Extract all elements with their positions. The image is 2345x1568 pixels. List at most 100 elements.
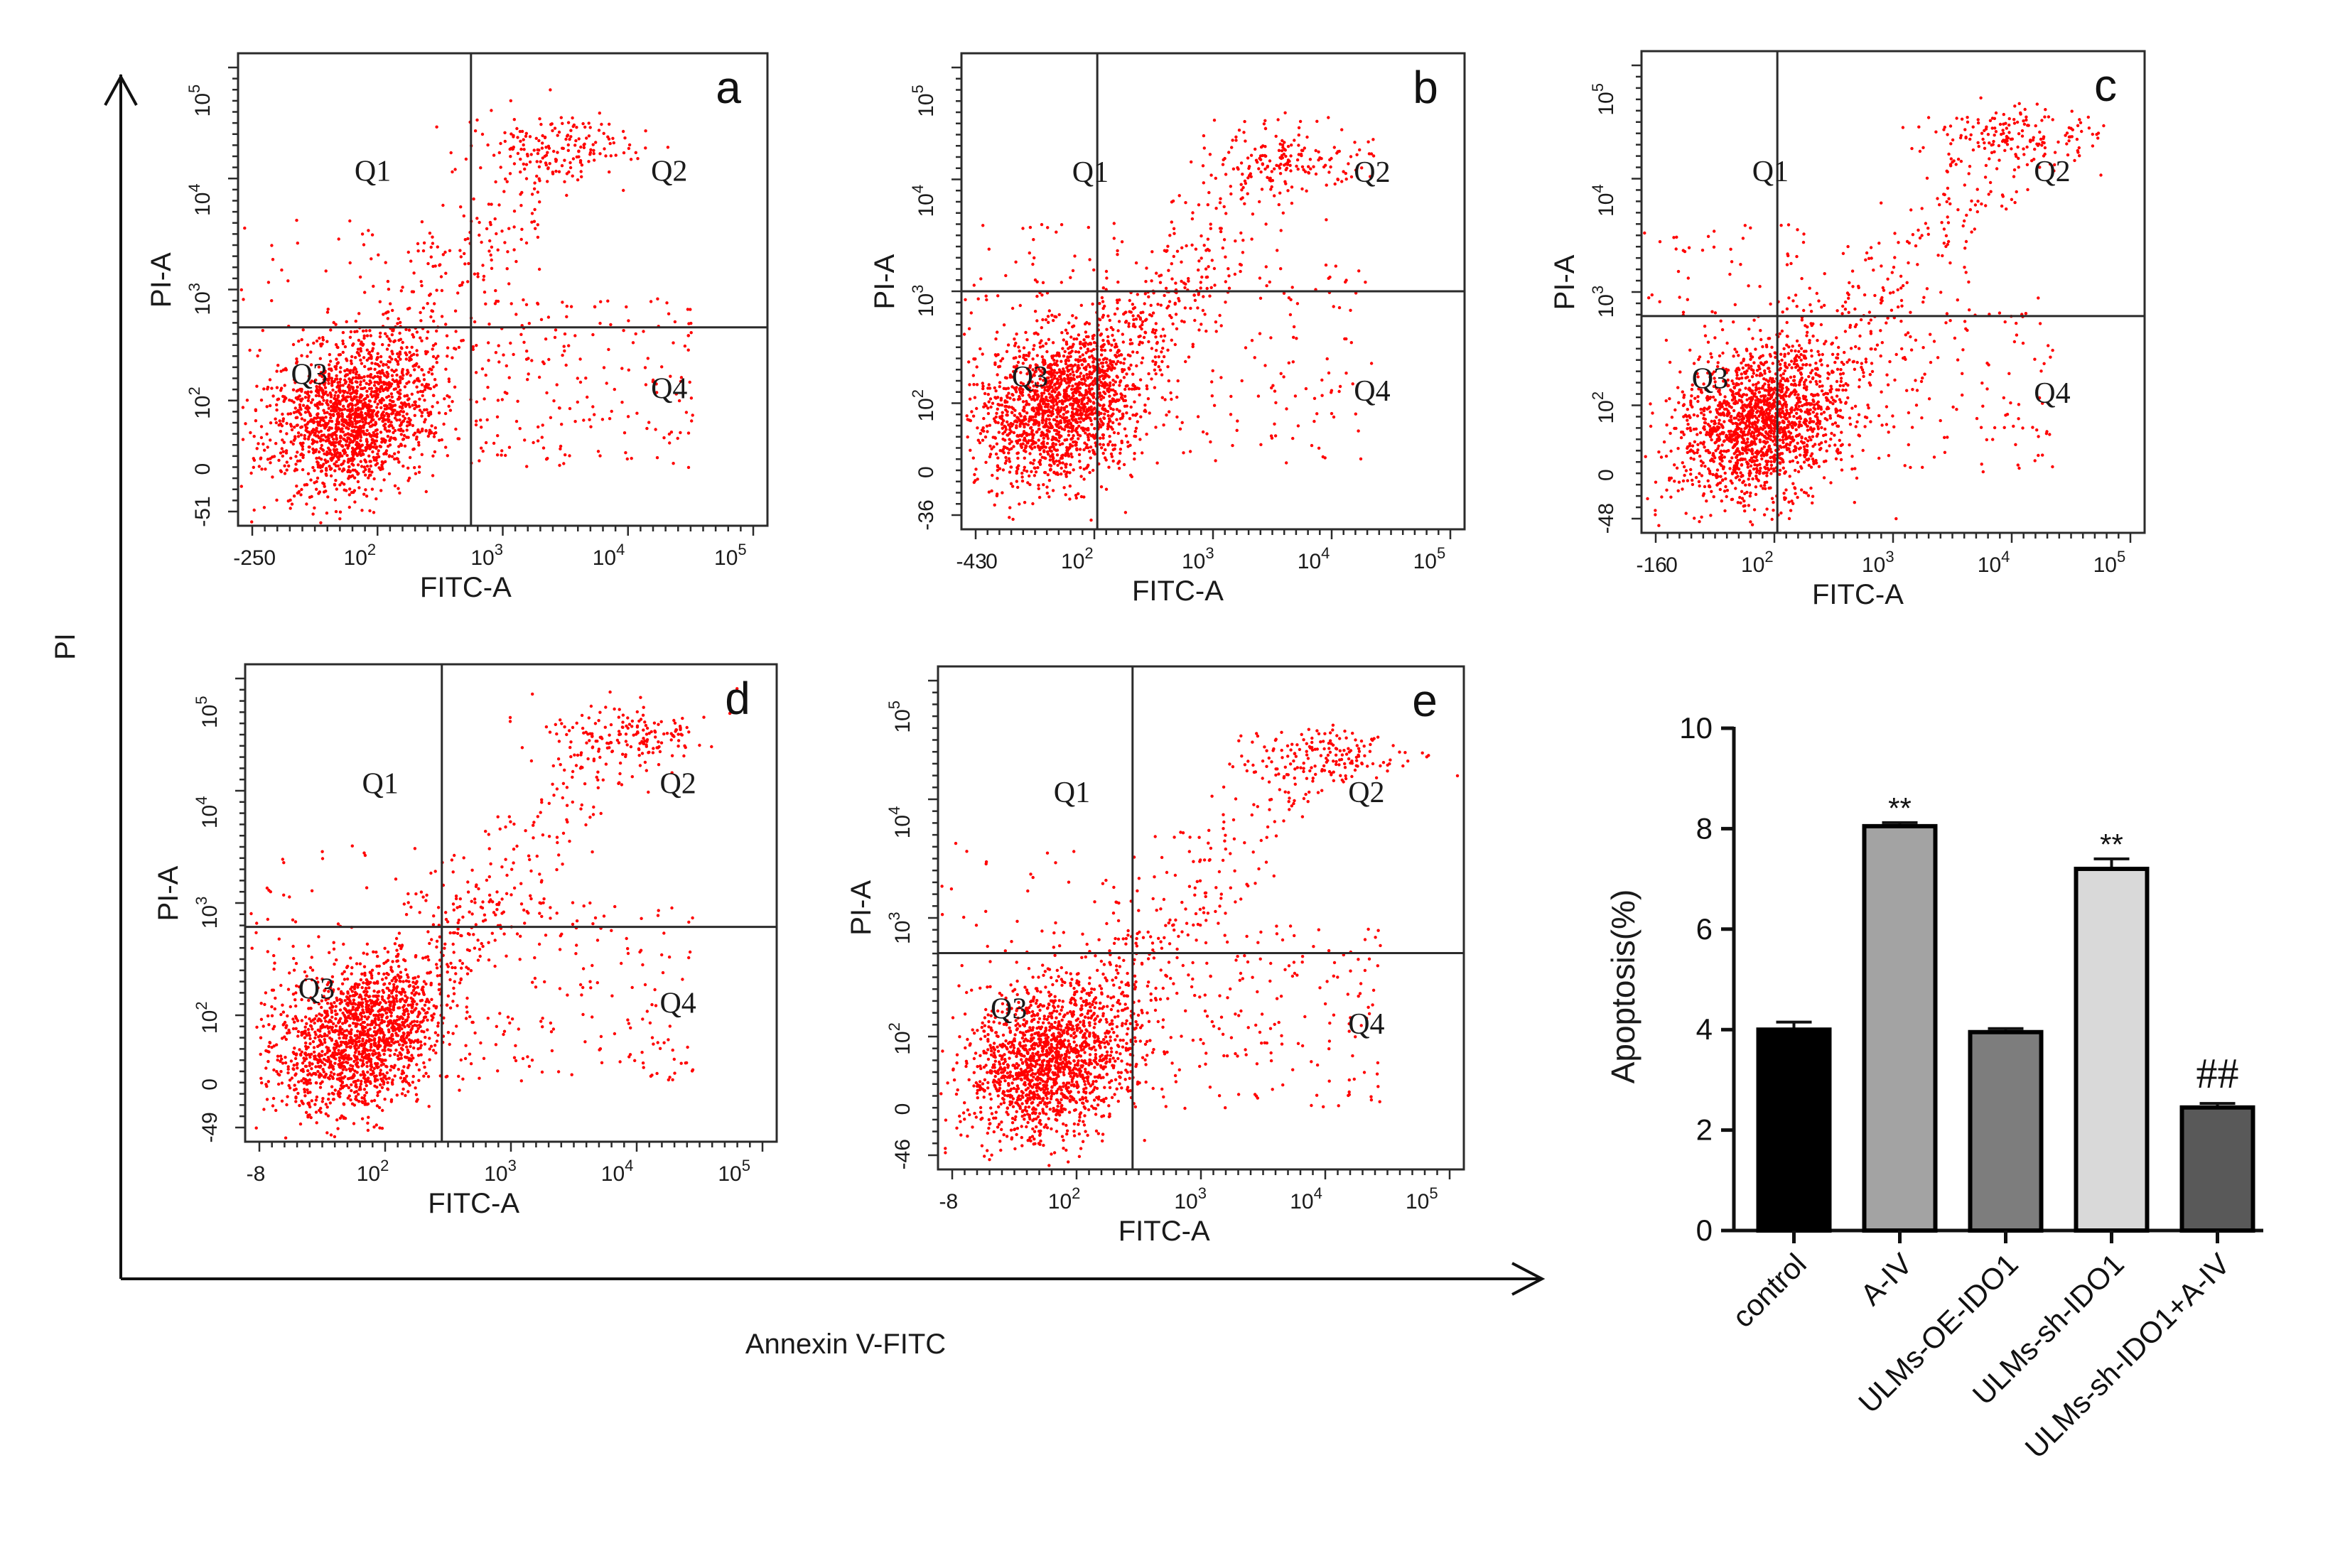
scatter-point [1012, 431, 1016, 435]
scatter-point [316, 412, 319, 416]
scatter-point [1008, 431, 1011, 436]
scatter-point [388, 355, 392, 359]
scatter-point [372, 342, 376, 346]
scatter-point [387, 414, 391, 418]
scatter-point [324, 416, 328, 419]
scatter-point [1118, 417, 1123, 421]
scatter-point [355, 431, 359, 435]
scatter-point [644, 129, 647, 133]
scatter-point [1130, 387, 1134, 391]
scatter-point [973, 396, 977, 399]
scatter-point [353, 411, 357, 415]
scatter-point [497, 151, 501, 155]
scatter-point [1327, 371, 1331, 375]
scatter-point [1166, 348, 1170, 352]
scatter-point [494, 180, 497, 184]
scatter-point [387, 394, 391, 398]
scatter-point [1114, 342, 1118, 346]
scatter-point [999, 359, 1003, 363]
scatter-point [1290, 185, 1294, 189]
scatter-point [318, 439, 323, 443]
scatter-point [296, 431, 301, 435]
scatter-point [1041, 318, 1045, 322]
scatter-point [1146, 397, 1150, 401]
scatter-point [1099, 353, 1104, 357]
scatter-point [342, 437, 345, 441]
scatter-point [281, 438, 284, 442]
scatter-point [1159, 303, 1163, 307]
scatter-point [622, 329, 625, 332]
scatter-point [1740, 361, 1743, 365]
scatter-point [1160, 359, 1164, 364]
scatter-point [549, 416, 553, 419]
scatter-point [686, 308, 690, 311]
scatter-point [1309, 167, 1312, 171]
scatter-point [354, 319, 357, 323]
scatter-point [358, 383, 362, 386]
scatter-point [365, 494, 369, 498]
scatter-point [281, 454, 284, 458]
scatter-point [1057, 439, 1061, 443]
scatter-point [298, 459, 302, 463]
scatter-point [1067, 384, 1071, 388]
scatter-point [1799, 453, 1802, 457]
scatter-point [330, 458, 333, 462]
scatter-point [1327, 276, 1330, 280]
scatter-point [1045, 350, 1049, 354]
scatter-point [1065, 438, 1069, 441]
scatter-point [343, 345, 347, 349]
scatter-point [515, 126, 519, 131]
scatter-point [1117, 349, 1121, 352]
scatter-point [571, 174, 574, 178]
scatter-point [327, 437, 330, 440]
scatter-point [480, 426, 483, 429]
scatter-point [416, 249, 420, 253]
scatter-point [1025, 433, 1029, 437]
scatter-point [345, 426, 349, 430]
scatter-point [367, 350, 372, 355]
scatter-point [536, 301, 539, 305]
scatter-point [348, 261, 352, 265]
scatter-point [1312, 396, 1317, 400]
scatter-point [435, 361, 438, 364]
scatter-point [1791, 459, 1795, 463]
scatter-point [1023, 409, 1026, 413]
scatter-point [419, 319, 423, 323]
scatter-point [1193, 298, 1197, 302]
scatter-point [1127, 387, 1131, 391]
scatter-point [1079, 346, 1083, 350]
scatter-point [1066, 410, 1069, 413]
scatter-point [1277, 164, 1281, 168]
scatter-point [564, 137, 568, 141]
scatter-point [334, 323, 338, 326]
scatter-point [1109, 452, 1114, 456]
scatter-point [1055, 428, 1059, 433]
scatter-point [306, 343, 310, 347]
scatter-point [1001, 491, 1004, 494]
scatter-point [305, 483, 309, 487]
scatter-point [967, 360, 971, 364]
scatter-point [1028, 251, 1032, 255]
scatter-point [269, 438, 272, 442]
scatter-point [1082, 374, 1086, 378]
scatter-point [569, 129, 573, 132]
scatter-point [248, 348, 252, 352]
scatter-point [476, 275, 480, 279]
scatter-point [1082, 409, 1086, 413]
scatter-point [1673, 408, 1677, 412]
scatter-point [1285, 407, 1288, 411]
scatter-point [425, 408, 428, 411]
scatter-point [1060, 223, 1064, 227]
scatter-point [999, 398, 1003, 402]
scatter-point [981, 438, 985, 442]
scatter-point [1297, 126, 1301, 129]
scatter-point [1087, 335, 1090, 339]
scatter-point [1082, 428, 1085, 432]
scatter-point [1071, 314, 1074, 318]
scatter-point [338, 510, 343, 514]
scatter-point [1101, 443, 1106, 447]
scatter-point [433, 378, 437, 382]
scatter-point [1007, 423, 1010, 427]
scatter-point [1089, 382, 1094, 386]
scatter-point [1088, 416, 1091, 420]
